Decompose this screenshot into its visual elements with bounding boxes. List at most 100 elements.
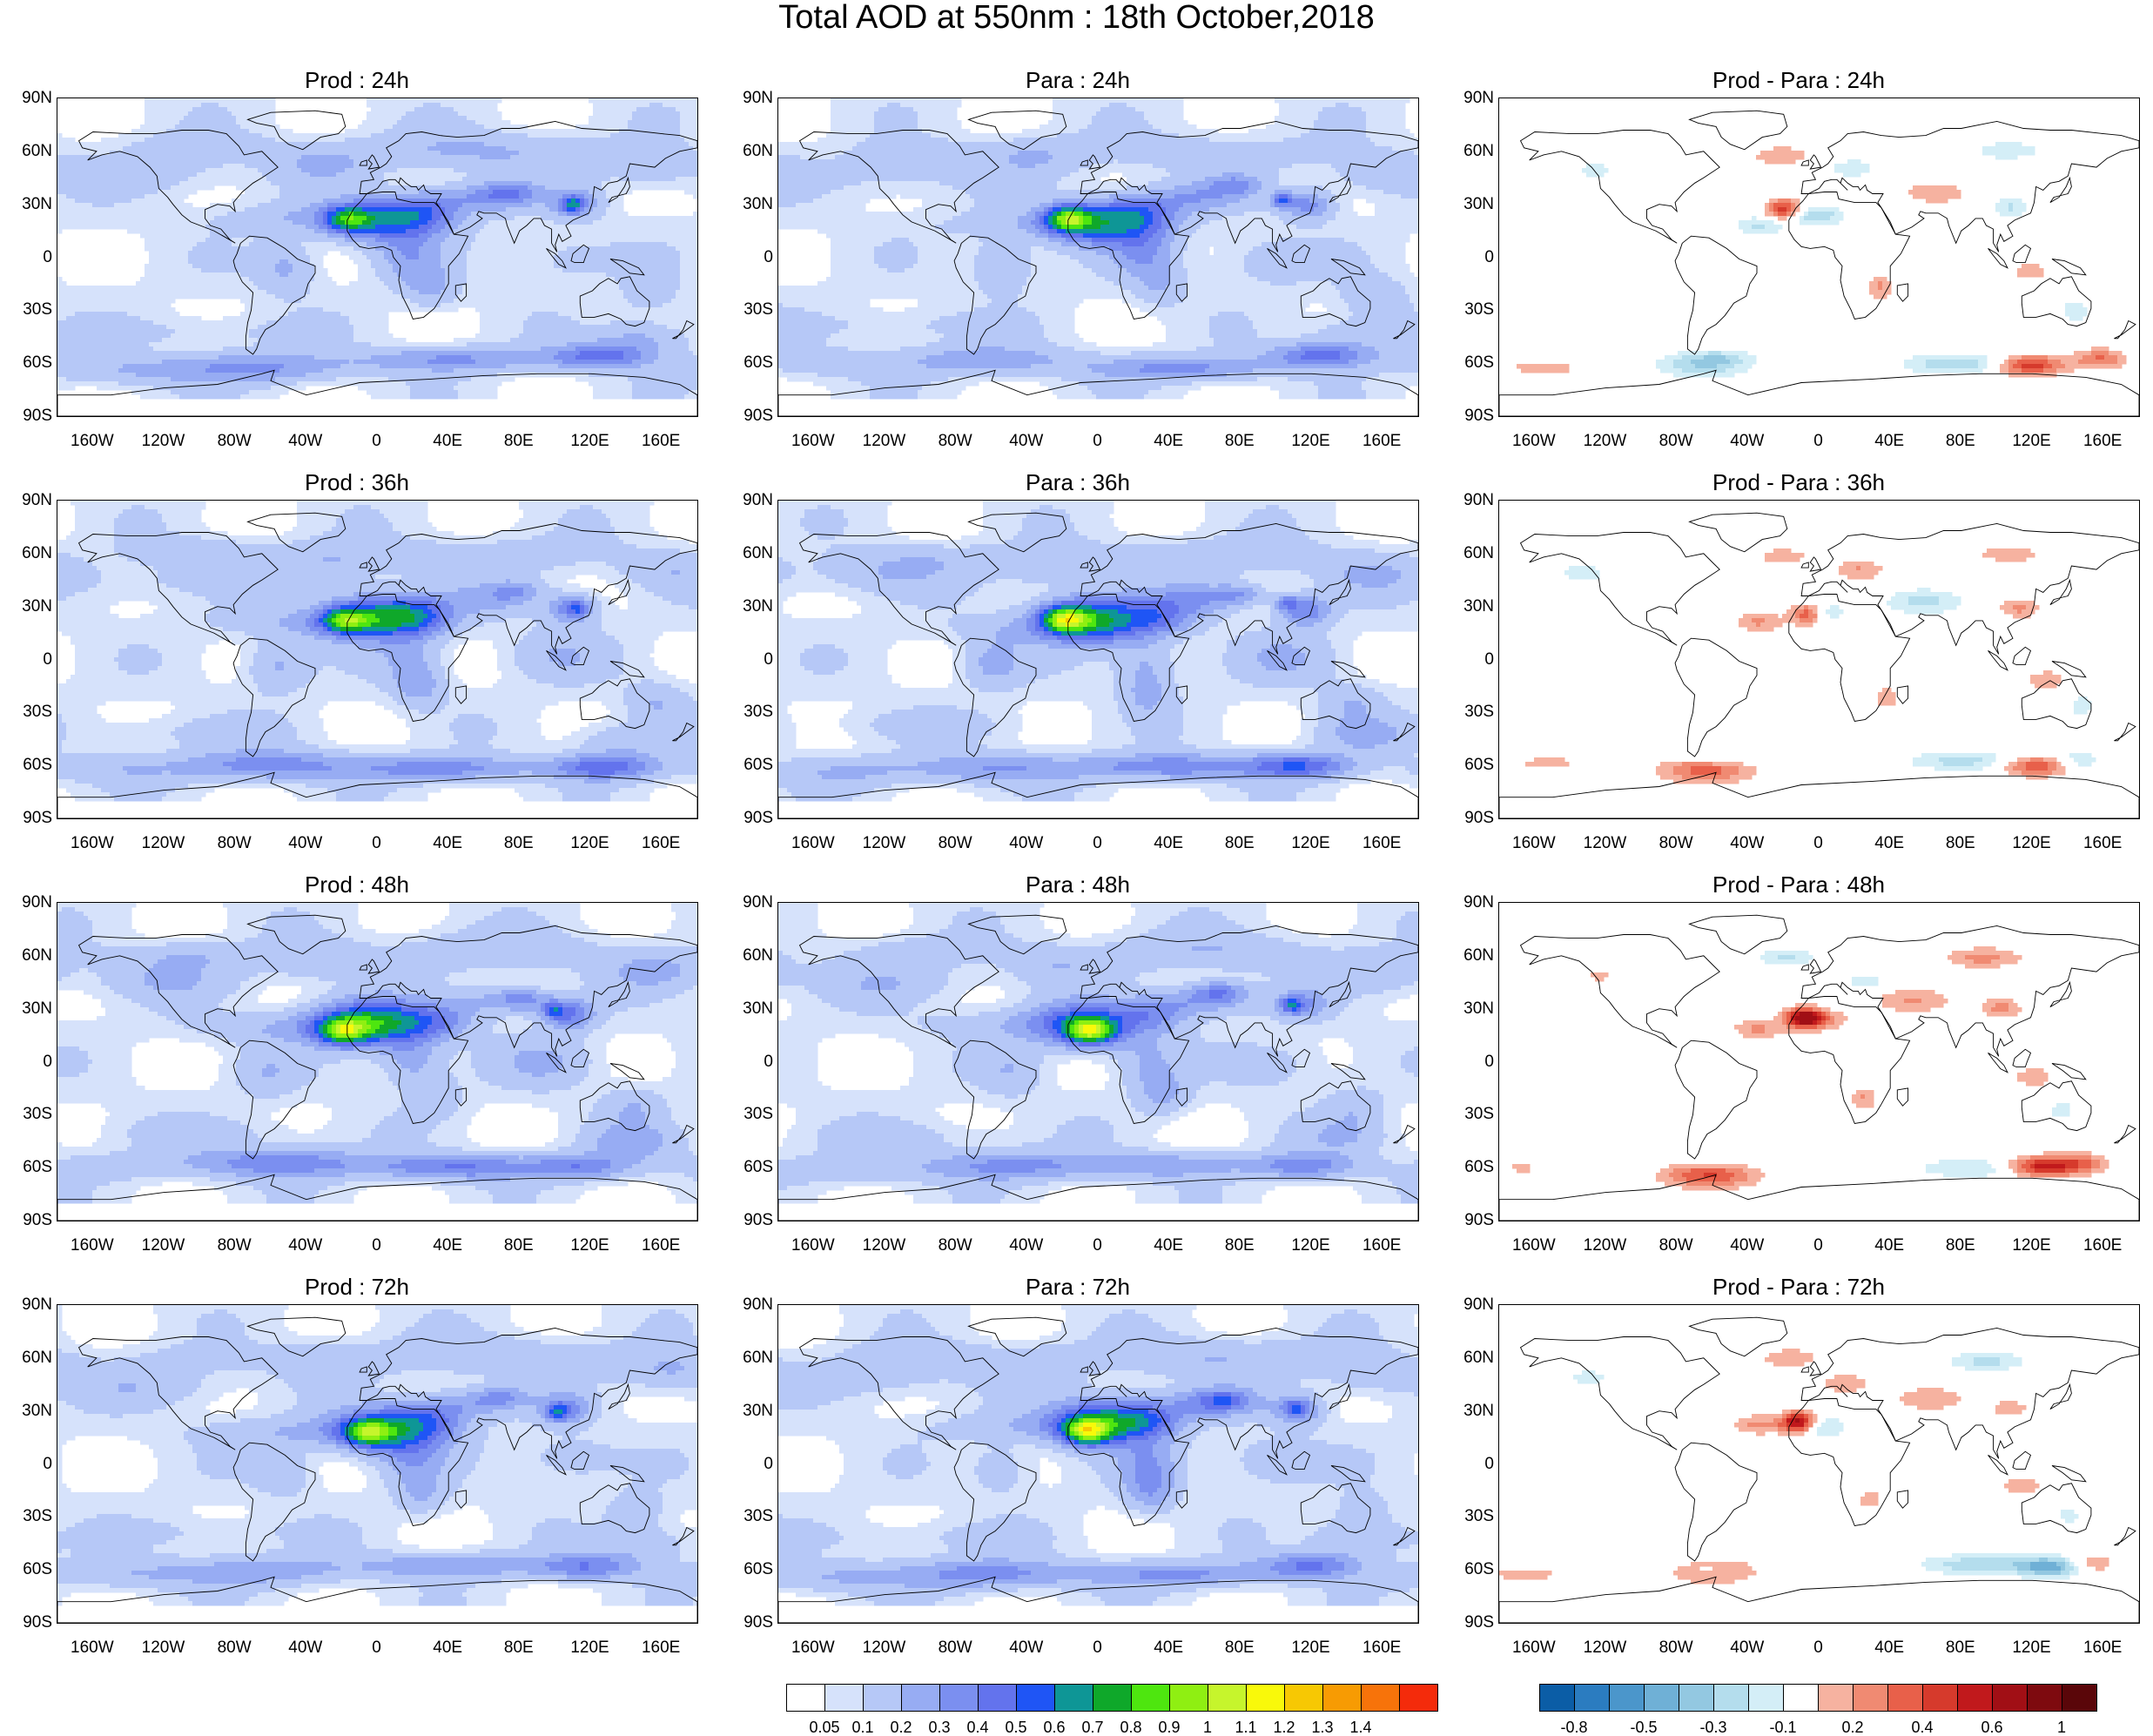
coastline	[1801, 121, 2139, 252]
latitude-tick-label: 90N	[2, 1296, 52, 1314]
longitude-tick-label: 160E	[1351, 1639, 1412, 1657]
colorbar-label: -0.3	[1687, 1719, 1739, 1736]
colorbar-label: 1.4	[1335, 1719, 1387, 1736]
field-cells	[57, 98, 697, 400]
longitude-tick-label: 160E	[2072, 433, 2133, 450]
field-cells	[57, 1305, 697, 1606]
difference-field-map	[1499, 98, 2139, 416]
longitude-tick-label: 80E	[488, 1237, 549, 1255]
coastline	[1675, 236, 1757, 354]
colorbar-swatch	[1169, 1684, 1208, 1712]
longitude-tick-label: 120W	[1575, 835, 1636, 852]
longitude-tick-label: 120W	[133, 1639, 194, 1657]
panel-title: Prod : 48h	[0, 872, 714, 897]
longitude-tick-label: 120W	[133, 433, 194, 450]
latitude-tick-label: 60N	[723, 545, 773, 562]
longitude-tick-label: 160W	[783, 433, 844, 450]
longitude-tick-label: 40E	[1859, 1237, 1920, 1255]
latitude-tick-label: 60S	[723, 757, 773, 774]
latitude-tick-label: 90S	[1443, 1614, 1494, 1632]
longitude-tick-label: 0	[1067, 1237, 1128, 1255]
coastline	[2013, 1451, 2031, 1469]
colorbar-swatch	[978, 1684, 1017, 1712]
longitude-tick-label: 40W	[996, 835, 1057, 852]
latitude-tick-label: 60N	[723, 947, 773, 965]
latitude-tick-label: 60S	[723, 354, 773, 372]
coastline	[1789, 192, 1910, 320]
longitude-tick-label: 40E	[1138, 1237, 1199, 1255]
difference-field-map	[1499, 501, 2139, 818]
coastline	[1897, 1490, 1907, 1508]
colorbar-swatch	[1054, 1684, 1093, 1712]
colorbar-swatch	[1208, 1684, 1247, 1712]
latitude-tick-label: 0	[1443, 249, 1494, 266]
latitude-tick-label: 90S	[1443, 407, 1494, 425]
latitude-tick-label: 30S	[723, 1106, 773, 1123]
colorbar-swatch	[1609, 1684, 1645, 1712]
latitude-tick-label: 90N	[1443, 90, 1494, 107]
coastline	[1897, 1088, 1907, 1106]
coastline	[2114, 1528, 2136, 1545]
coastline	[1897, 284, 1907, 301]
latitude-tick-label: 30S	[1443, 1106, 1494, 1123]
coastline	[1690, 513, 1787, 552]
colorbar-swatch	[1246, 1684, 1285, 1712]
longitude-tick-label: 40E	[1859, 835, 1920, 852]
longitude-tick-label: 160W	[783, 835, 844, 852]
colorbar-swatch	[1131, 1684, 1170, 1712]
latitude-tick-label: 30N	[2, 1000, 52, 1018]
latitude-tick-label: 30N	[1443, 196, 1494, 213]
longitude-tick-label: 160E	[2072, 1237, 2133, 1255]
aod-field-map	[57, 98, 697, 416]
aod-field-map	[778, 501, 1418, 818]
colorbar-swatch	[1539, 1684, 1575, 1712]
longitude-tick-label: 120E	[2002, 433, 2062, 450]
longitude-tick-label: 80W	[1645, 1237, 1706, 1255]
latitude-tick-label: 60N	[1443, 1349, 1494, 1367]
colorbar-swatch	[863, 1684, 902, 1712]
longitude-tick-label: 120W	[1575, 1237, 1636, 1255]
longitude-tick-label: 0	[346, 1237, 407, 1255]
map-frame	[777, 1304, 1419, 1624]
latitude-tick-label: 0	[723, 249, 773, 266]
latitude-tick-label: 90S	[723, 407, 773, 425]
longitude-tick-label: 120W	[854, 433, 915, 450]
coastline	[1675, 1443, 1757, 1561]
latitude-tick-label: 30S	[2, 1106, 52, 1123]
longitude-tick-label: 160E	[2072, 835, 2133, 852]
panel-title: Prod - Para : 48h	[1442, 872, 2153, 897]
latitude-tick-label: 30N	[1443, 1000, 1494, 1018]
longitude-tick-label: 160W	[1504, 433, 1564, 450]
latitude-tick-label: 90S	[723, 1614, 773, 1632]
longitude-tick-label: 120E	[2002, 1237, 2062, 1255]
longitude-tick-label: 80W	[204, 835, 265, 852]
map-frame	[1498, 98, 2140, 417]
coastline	[1499, 1577, 2139, 1623]
latitude-tick-label: 60N	[723, 143, 773, 160]
latitude-tick-label: 30N	[2, 196, 52, 213]
field-cells	[778, 903, 1418, 1204]
longitude-tick-label: 0	[346, 433, 407, 450]
colorbar-swatch	[1016, 1684, 1055, 1712]
longitude-tick-label: 0	[1788, 1237, 1849, 1255]
longitude-tick-label: 80W	[204, 1237, 265, 1255]
coastline	[1675, 638, 1757, 757]
longitude-tick-label: 80W	[204, 1639, 265, 1657]
latitude-tick-label: 30N	[723, 1403, 773, 1420]
latitude-tick-label: 90S	[2, 1614, 52, 1632]
coastline	[1897, 686, 1907, 703]
longitude-tick-label: 160W	[783, 1237, 844, 1255]
latitude-tick-label: 30S	[2, 703, 52, 721]
map-frame	[57, 1304, 698, 1624]
coastline	[1988, 1053, 2008, 1072]
longitude-tick-label: 80E	[488, 835, 549, 852]
latitude-tick-label: 0	[1443, 1456, 1494, 1473]
latitude-tick-label: 0	[1443, 651, 1494, 669]
longitude-tick-label: 160W	[1504, 1639, 1564, 1657]
longitude-tick-label: 160E	[1351, 1237, 1412, 1255]
coastline	[1690, 1317, 1787, 1356]
map-frame	[777, 902, 1419, 1221]
